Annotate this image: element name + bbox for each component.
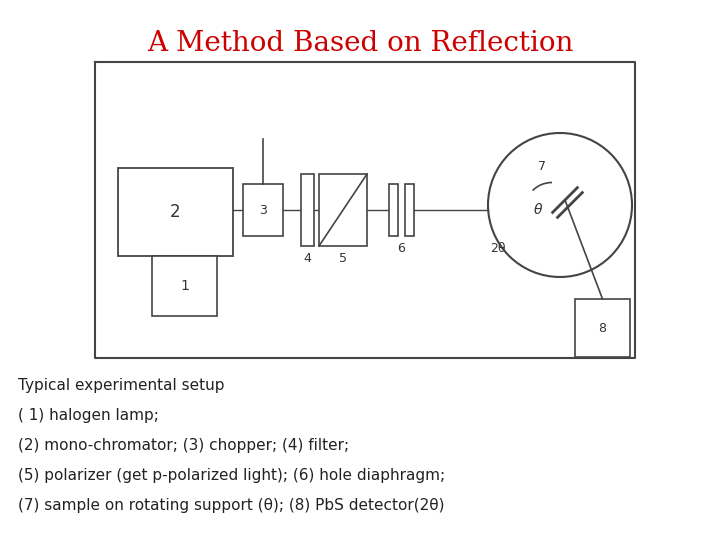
Polygon shape <box>575 299 630 357</box>
Text: 1: 1 <box>180 279 189 293</box>
Text: (2) mono-chromator; (3) chopper; (4) filter;: (2) mono-chromator; (3) chopper; (4) fil… <box>18 438 349 453</box>
Text: Typical experimental setup: Typical experimental setup <box>18 378 225 393</box>
Polygon shape <box>152 256 217 316</box>
Text: 4: 4 <box>304 252 312 265</box>
Text: (5) polarizer (get p-polarized light); (6) hole diaphragm;: (5) polarizer (get p-polarized light); (… <box>18 468 445 483</box>
Polygon shape <box>389 184 398 236</box>
Text: 2: 2 <box>170 203 181 221</box>
Text: 6: 6 <box>397 241 405 254</box>
Polygon shape <box>301 174 314 246</box>
Text: A Method Based on Reflection: A Method Based on Reflection <box>147 30 573 57</box>
Text: 7: 7 <box>538 160 546 173</box>
Polygon shape <box>405 184 414 236</box>
Text: 2θ: 2θ <box>490 241 505 254</box>
Text: 8: 8 <box>598 321 606 334</box>
Polygon shape <box>118 168 233 256</box>
Polygon shape <box>243 184 283 236</box>
Text: (7) sample on rotating support (θ); (8) PbS detector(2θ): (7) sample on rotating support (θ); (8) … <box>18 498 444 513</box>
Text: 3: 3 <box>259 204 267 217</box>
Text: 5: 5 <box>339 252 347 265</box>
Text: θ: θ <box>534 203 542 217</box>
Polygon shape <box>319 174 367 246</box>
Text: ( 1) halogen lamp;: ( 1) halogen lamp; <box>18 408 159 423</box>
